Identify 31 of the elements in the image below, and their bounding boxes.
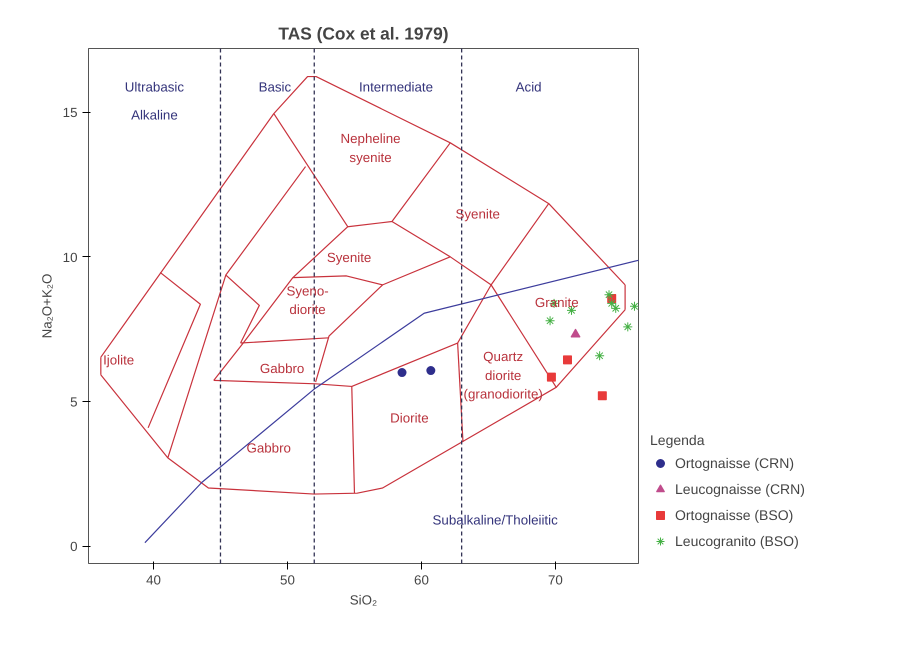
annotation: Gabbro xyxy=(246,440,291,456)
annotation: Syeno- diorite xyxy=(286,283,329,318)
legend-label: Ortognaisse (BSO) xyxy=(675,507,794,523)
legend-label: Ortognaisse (CRN) xyxy=(675,455,794,471)
legend-label: Leucogranito (BSO) xyxy=(675,533,799,549)
y-axis-title: Na₂O+K₂O xyxy=(40,274,55,338)
x-tick-label: 60 xyxy=(414,572,429,588)
legend-title: Legenda xyxy=(650,432,706,448)
annotation: Nepheline syenite xyxy=(340,131,401,165)
y-tick-label: 5 xyxy=(70,394,78,410)
y-tick-label: 0 xyxy=(70,539,78,554)
annotation: Gabbro xyxy=(260,360,304,376)
x-tick-label: 70 xyxy=(548,572,563,588)
annotation: Acid xyxy=(516,79,542,94)
annotation: Basic xyxy=(258,79,292,94)
chart-title: TAS (Cox et al. 1979) xyxy=(278,24,449,44)
annotation: Intermediate xyxy=(358,79,434,94)
annotation: Ultrabasic xyxy=(124,79,184,94)
y-tick-label: 15 xyxy=(62,105,78,120)
annotation: Diorite xyxy=(390,410,429,426)
annotation: Quartz diorite (granodiorite) xyxy=(464,349,543,402)
annotation: Alkaline xyxy=(131,108,178,123)
annotation: Syenite xyxy=(326,250,372,266)
x-tick-label: 40 xyxy=(146,572,161,588)
x-axis-title: SiO₂ xyxy=(350,592,378,608)
legend-label: Leucognaisse (CRN) xyxy=(675,481,805,497)
y-tick-label: 10 xyxy=(62,250,78,265)
annotation: Syenite xyxy=(455,206,500,222)
annotation: Subalkaline/Tholeiitic xyxy=(432,512,558,528)
annotation: Ijolite xyxy=(103,352,134,368)
x-tick-label: 50 xyxy=(280,572,295,588)
